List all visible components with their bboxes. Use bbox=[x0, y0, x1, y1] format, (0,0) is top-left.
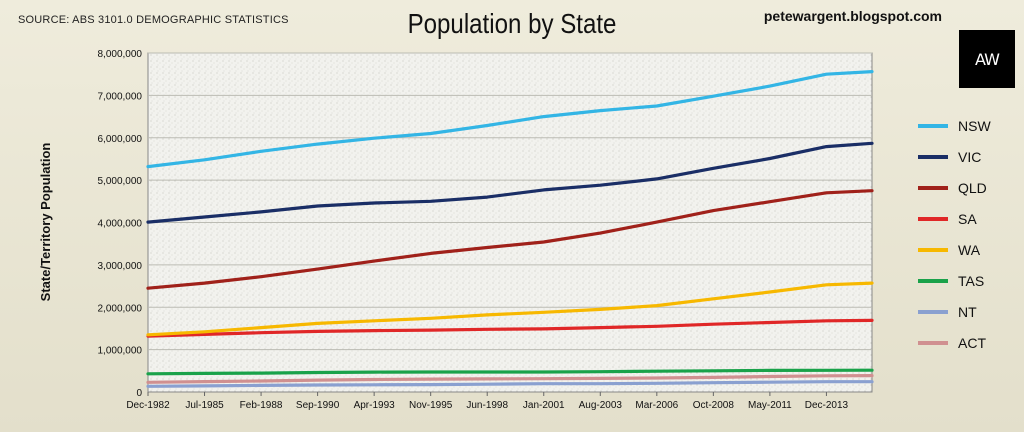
logo-text: AW bbox=[975, 49, 1000, 69]
source-note: SOURCE: ABS 3101.0 DEMOGRAPHIC STATISTIC… bbox=[18, 14, 289, 26]
legend-label-sa: SA bbox=[958, 211, 977, 227]
series-line-nt bbox=[146, 380, 874, 388]
x-tick-label: Dec-1982 bbox=[126, 400, 170, 411]
series-line-qld bbox=[146, 189, 874, 290]
x-tick-label: Feb-1988 bbox=[240, 400, 283, 411]
y-tick-label: 7,000,000 bbox=[98, 91, 143, 102]
series-line-sa bbox=[146, 318, 874, 338]
legend-label-qld: QLD bbox=[958, 180, 987, 196]
chart-title: Population by State bbox=[407, 8, 617, 39]
x-tick-label: Apr-1993 bbox=[354, 400, 396, 411]
series-line-act bbox=[146, 374, 874, 384]
legend-label-nt: NT bbox=[958, 304, 977, 320]
y-tick-label: 1,000,000 bbox=[98, 346, 143, 357]
blog-url: petewargent.blogspot.com bbox=[763, 8, 942, 24]
y-tick-label: 2,000,000 bbox=[98, 303, 143, 314]
legend-label-act: ACT bbox=[958, 335, 986, 351]
x-tick-label: Sep-1990 bbox=[296, 400, 340, 411]
x-tick-label: Jan-2001 bbox=[523, 400, 565, 411]
legend-label-vic: VIC bbox=[958, 149, 981, 165]
x-tick-label: Nov-1995 bbox=[409, 400, 453, 411]
x-tick-label: Jul-1985 bbox=[185, 400, 224, 411]
x-tick-label: Oct-2008 bbox=[693, 400, 735, 411]
legend-label-wa: WA bbox=[958, 242, 981, 258]
x-tick-label: Aug-2003 bbox=[579, 400, 623, 411]
x-tick-label: Jun-1998 bbox=[466, 400, 508, 411]
x-tick-label: Mar-2006 bbox=[635, 400, 678, 411]
y-tick-label: 6,000,000 bbox=[98, 134, 143, 145]
y-tick-label: 4,000,000 bbox=[98, 219, 143, 230]
legend-label-tas: TAS bbox=[958, 273, 984, 289]
legend-label-nsw: NSW bbox=[958, 118, 991, 134]
y-axis-label: State/Territory Population bbox=[38, 143, 53, 302]
series-line-tas bbox=[146, 368, 874, 376]
series-line-wa bbox=[146, 281, 874, 337]
y-tick-label: 8,000,000 bbox=[98, 49, 143, 60]
x-tick-label: Dec-2013 bbox=[805, 400, 849, 411]
series-line-vic bbox=[146, 141, 874, 224]
aw-logo: AW bbox=[959, 30, 1015, 88]
series-line-nsw bbox=[146, 69, 874, 169]
y-tick-label: 5,000,000 bbox=[98, 176, 143, 187]
y-tick-label: 3,000,000 bbox=[98, 261, 143, 272]
x-tick-label: May-2011 bbox=[748, 400, 792, 411]
y-tick-label: 0 bbox=[136, 388, 142, 399]
